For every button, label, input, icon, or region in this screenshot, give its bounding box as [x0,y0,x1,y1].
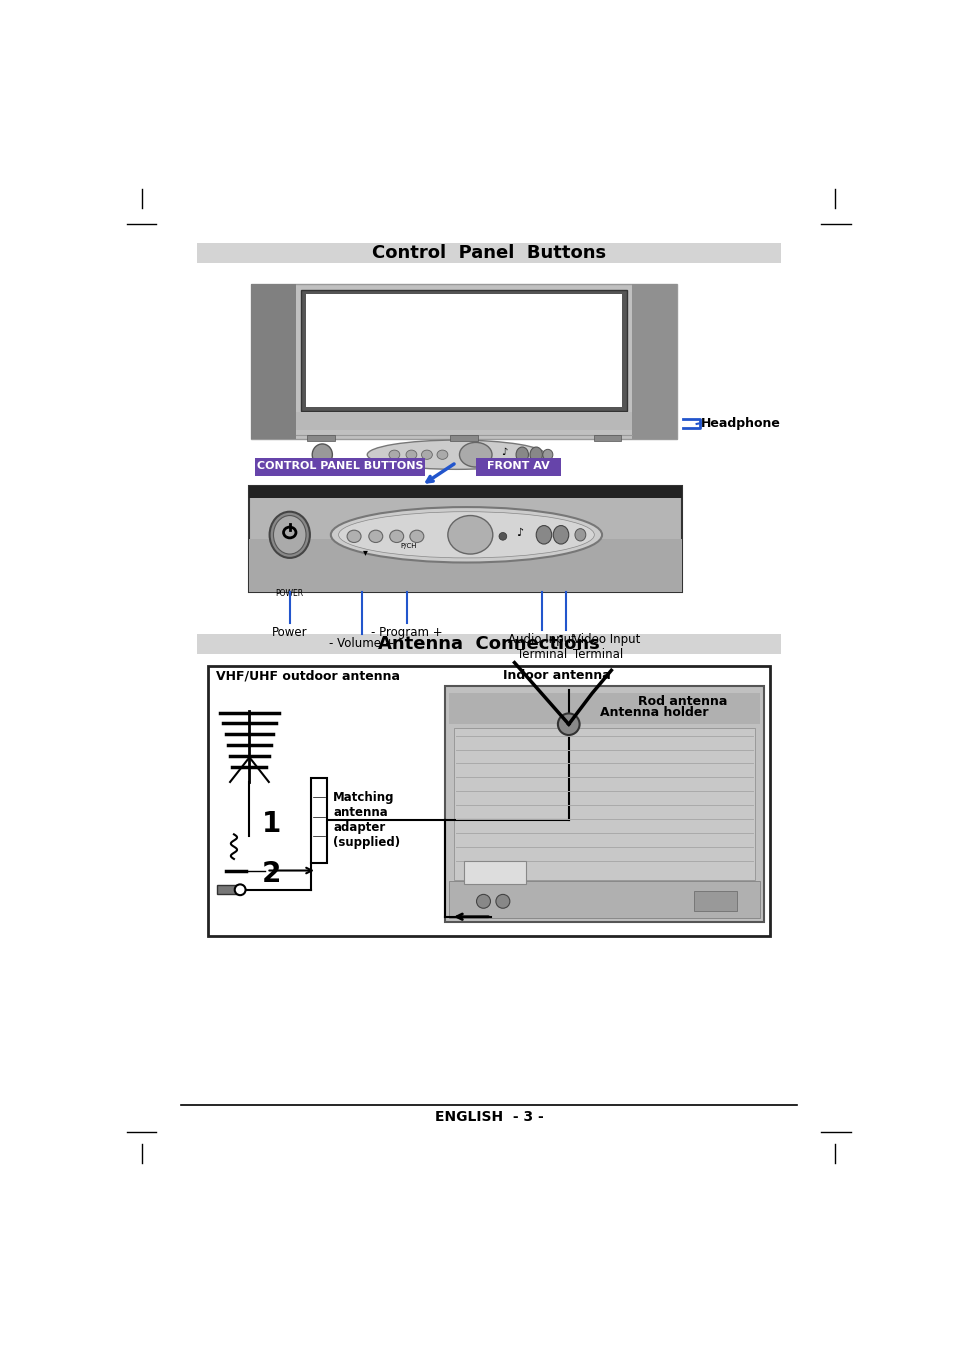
Text: Power: Power [272,626,307,639]
Ellipse shape [369,530,382,543]
Bar [196,243,781,263]
Ellipse shape [459,442,492,467]
Bar [208,666,769,936]
Bar [249,539,681,592]
Text: FRONT AV: FRONT AV [486,461,549,471]
Bar [444,686,763,923]
Bar [306,293,621,407]
Text: 2: 2 [261,861,280,889]
Ellipse shape [347,530,360,543]
Bar [254,458,425,477]
Bar [311,778,327,863]
Bar [216,885,240,894]
Bar [694,892,736,911]
Ellipse shape [553,526,568,544]
Text: Video Input
Terminal: Video Input Terminal [573,634,640,662]
Bar [476,458,560,477]
Ellipse shape [410,530,423,543]
Ellipse shape [406,450,416,459]
Text: - Program +: - Program + [371,626,442,639]
Ellipse shape [542,450,553,461]
Text: ENGLISH  - 3 -: ENGLISH - 3 - [435,1111,542,1124]
Bar [450,435,477,440]
Ellipse shape [274,516,306,554]
Bar [464,861,525,884]
Circle shape [496,894,509,908]
Bar [448,881,760,919]
Text: ♪: ♪ [515,528,522,538]
Bar [251,284,295,439]
Ellipse shape [367,440,545,469]
Text: Audio Input
Terminal: Audio Input Terminal [508,634,576,662]
Text: - Volume +: - Volume + [329,638,395,650]
Ellipse shape [338,512,594,558]
Text: Headphone: Headphone [700,417,780,431]
Bar [249,485,681,497]
Bar [251,284,677,439]
Ellipse shape [536,526,551,544]
Bar [301,290,626,411]
Bar [295,412,632,430]
Ellipse shape [390,530,403,543]
Text: POWER: POWER [311,469,334,474]
Text: ♪: ♪ [500,447,507,458]
Ellipse shape [312,444,332,466]
Text: Control  Panel  Buttons: Control Panel Buttons [372,245,605,262]
Ellipse shape [234,885,245,896]
Bar [593,435,620,440]
Text: Indoor antenna: Indoor antenna [503,669,610,682]
Ellipse shape [575,528,585,540]
Ellipse shape [389,450,399,459]
Text: Antenna  Connections: Antenna Connections [377,635,599,653]
Ellipse shape [331,507,601,562]
Bar [307,435,335,440]
Bar [196,634,781,654]
Text: VHF/UHF outdoor antenna: VHF/UHF outdoor antenna [216,669,399,682]
Ellipse shape [436,450,447,459]
Text: POWER: POWER [275,589,303,598]
Circle shape [558,713,579,735]
Text: 1: 1 [261,811,280,839]
Text: Rod antenna: Rod antenna [638,694,727,708]
Circle shape [476,894,490,908]
Ellipse shape [421,450,432,459]
Ellipse shape [530,447,542,462]
Bar [454,728,754,880]
Text: Antenna holder: Antenna holder [599,707,707,719]
Text: P/CH: P/CH [399,543,416,549]
Bar [448,693,760,724]
Ellipse shape [516,447,528,462]
Text: CONTROL PANEL BUTTONS: CONTROL PANEL BUTTONS [256,461,423,471]
Bar [249,485,681,592]
Text: Matching
antenna
adapter
(supplied): Matching antenna adapter (supplied) [333,792,400,850]
Ellipse shape [270,512,310,558]
Text: ▾: ▾ [362,547,367,557]
Circle shape [498,532,506,540]
Bar [632,284,677,439]
Ellipse shape [447,516,493,554]
